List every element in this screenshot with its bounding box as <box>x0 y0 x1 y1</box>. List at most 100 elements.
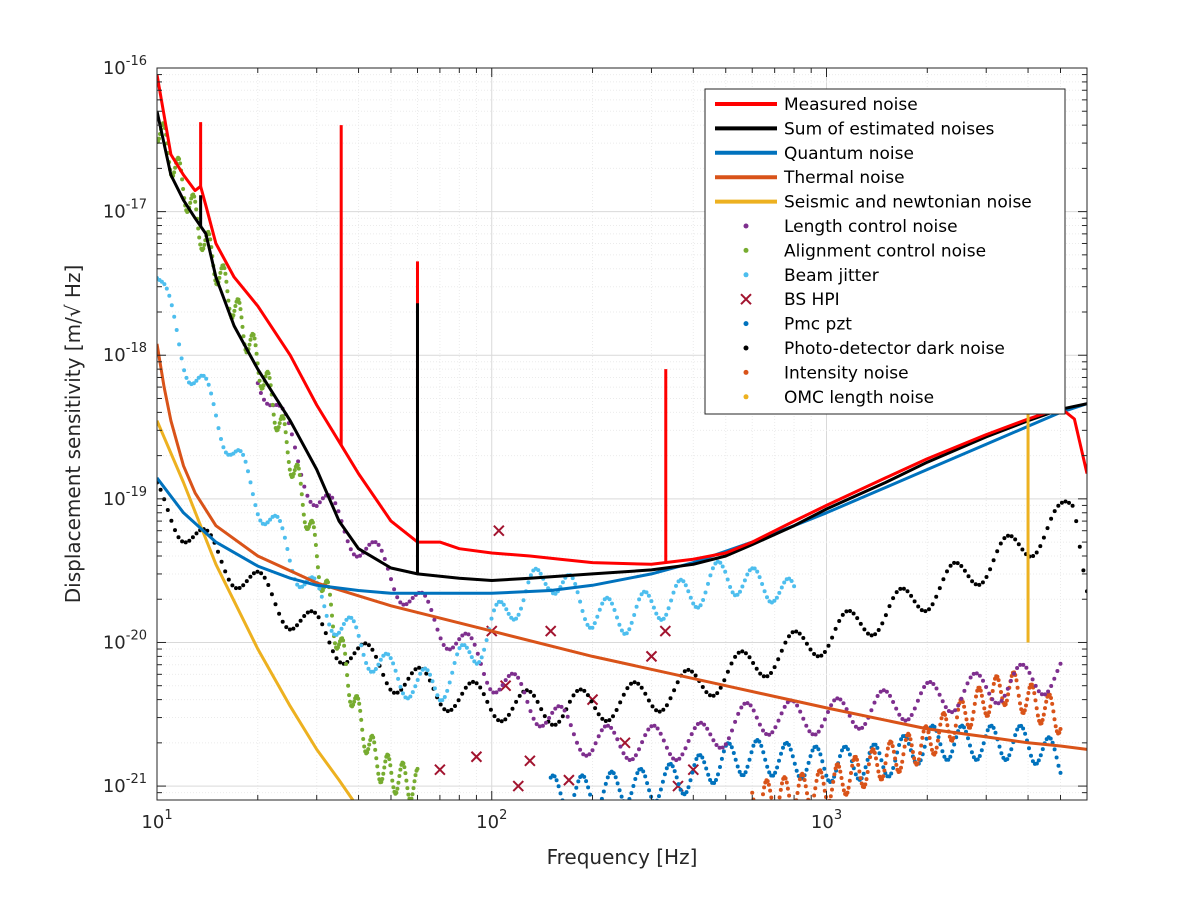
series-point <box>962 688 967 693</box>
series-point <box>499 600 504 605</box>
series-peaks <box>199 122 1030 643</box>
series-point <box>492 608 496 613</box>
series-point <box>613 775 618 780</box>
series-point <box>927 607 931 612</box>
series-point <box>521 598 526 603</box>
series-point <box>405 786 410 791</box>
legend-entry: Quantum noise <box>715 144 914 164</box>
series-point <box>164 286 169 291</box>
series-point <box>826 710 830 714</box>
legend-label: Alignment control noise <box>784 241 986 261</box>
series-point <box>985 728 990 733</box>
series-point <box>988 567 993 572</box>
series-point <box>208 237 213 242</box>
series-point <box>701 598 706 602</box>
series-point <box>690 669 694 674</box>
series-point <box>1040 747 1045 752</box>
series-point <box>211 402 216 407</box>
series-point <box>612 608 617 612</box>
series-point <box>297 473 302 477</box>
series-point <box>1056 503 1061 508</box>
series-point <box>457 646 462 651</box>
series-point <box>723 742 728 747</box>
series-marker <box>499 679 512 692</box>
series-point <box>816 747 821 752</box>
series-point <box>583 617 587 622</box>
series-point <box>708 732 713 737</box>
series-point <box>991 558 996 563</box>
series-point <box>606 723 610 728</box>
series-point <box>222 266 227 271</box>
series-point <box>348 699 353 704</box>
series-point <box>481 692 486 697</box>
series-point <box>660 779 665 784</box>
series-point <box>528 689 533 694</box>
series-point <box>354 625 359 630</box>
series-point <box>536 568 541 573</box>
series-point <box>1036 758 1041 763</box>
series-point <box>578 747 583 752</box>
series-point <box>484 638 489 643</box>
series-point <box>909 743 914 748</box>
series-point <box>402 765 407 770</box>
series-point <box>389 577 393 582</box>
series-point <box>352 699 357 704</box>
series-point <box>822 717 827 722</box>
series-point <box>330 613 334 618</box>
series-point <box>1038 753 1043 758</box>
series-point <box>705 726 710 731</box>
series-point <box>858 776 863 781</box>
series-point <box>392 690 396 695</box>
series-marker <box>470 751 483 763</box>
series-point <box>869 633 874 638</box>
series-point <box>845 790 850 795</box>
series-point <box>413 684 418 689</box>
series-point <box>959 696 964 701</box>
series-point <box>552 774 557 779</box>
series-point <box>922 685 927 689</box>
series-point <box>751 708 756 713</box>
series-point <box>668 752 672 757</box>
series-point <box>672 769 677 774</box>
series-point <box>649 724 654 729</box>
series-point <box>563 804 567 808</box>
series-point <box>201 373 206 378</box>
series-point <box>547 716 552 720</box>
series-point <box>893 756 898 761</box>
series-point <box>754 715 759 720</box>
series-point <box>241 334 246 339</box>
series-point <box>872 750 877 755</box>
series-point <box>671 756 676 761</box>
series-point <box>686 785 691 790</box>
series-point <box>978 688 983 693</box>
series-point <box>246 469 250 474</box>
series-point <box>258 391 263 395</box>
series-point <box>272 420 277 425</box>
series-point <box>206 382 211 387</box>
series-point <box>1043 706 1047 711</box>
series-point <box>775 808 779 812</box>
series-point <box>769 671 773 675</box>
series-point <box>1031 554 1036 558</box>
series-point <box>1005 686 1010 691</box>
series-line <box>157 343 1087 751</box>
series-point <box>1067 500 1071 505</box>
series-point <box>670 764 675 769</box>
series-point <box>942 754 947 759</box>
series-point <box>773 725 778 730</box>
series-point <box>406 676 411 681</box>
legend-entry: Beam jitter <box>743 266 879 286</box>
series-point <box>695 722 700 726</box>
series-point <box>807 802 811 806</box>
series-point <box>626 801 630 805</box>
y-axis-title: Displacement sensitivity [m/√ Hz] <box>61 265 85 604</box>
series-point <box>625 686 630 691</box>
series-point <box>757 722 762 727</box>
series-point <box>981 741 986 746</box>
series-point <box>1023 731 1028 736</box>
series-point <box>767 770 772 775</box>
series-point <box>634 604 639 609</box>
series-point <box>812 652 817 656</box>
series-point <box>725 577 730 582</box>
series-point <box>974 671 979 676</box>
